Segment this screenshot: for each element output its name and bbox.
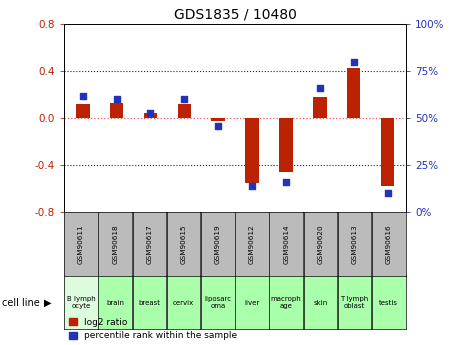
Bar xyxy=(313,97,326,118)
Point xyxy=(350,59,358,65)
Point xyxy=(384,190,391,196)
Bar xyxy=(144,114,157,118)
Text: GSM90617: GSM90617 xyxy=(146,224,152,264)
Bar xyxy=(245,118,259,183)
Bar xyxy=(211,118,225,120)
Text: liver: liver xyxy=(244,300,260,306)
Point xyxy=(147,110,154,115)
Point xyxy=(316,85,323,91)
Text: GSM90611: GSM90611 xyxy=(78,224,84,264)
Text: GSM90616: GSM90616 xyxy=(386,224,392,264)
Point xyxy=(214,123,222,128)
Text: GSM90614: GSM90614 xyxy=(283,224,289,264)
Text: GSM90613: GSM90613 xyxy=(352,224,358,264)
Text: cervix: cervix xyxy=(173,300,194,306)
Bar xyxy=(347,68,361,118)
Bar xyxy=(178,104,191,118)
Point xyxy=(113,97,120,102)
Point xyxy=(248,183,256,189)
Title: GDS1835 / 10480: GDS1835 / 10480 xyxy=(174,8,296,22)
Text: breast: breast xyxy=(138,300,161,306)
Bar xyxy=(110,103,124,118)
Bar xyxy=(76,104,89,118)
Text: GSM90618: GSM90618 xyxy=(112,224,118,264)
Text: GSM90612: GSM90612 xyxy=(249,224,255,264)
Text: GSM90620: GSM90620 xyxy=(317,224,323,264)
Text: ▶: ▶ xyxy=(44,298,52,308)
Bar xyxy=(381,118,394,186)
Point xyxy=(79,93,86,98)
Text: GSM90615: GSM90615 xyxy=(180,224,187,264)
Text: liposarc
oma: liposarc oma xyxy=(204,296,231,309)
Point xyxy=(180,97,188,102)
Text: testis: testis xyxy=(379,300,398,306)
Legend: log2 ratio, percentile rank within the sample: log2 ratio, percentile rank within the s… xyxy=(69,318,237,341)
Bar xyxy=(279,118,293,172)
Point xyxy=(282,179,290,185)
Text: B lymph
ocyte: B lymph ocyte xyxy=(66,296,95,309)
Text: macroph
age: macroph age xyxy=(271,296,302,309)
Text: T lymph
oblast: T lymph oblast xyxy=(341,296,369,309)
Text: brain: brain xyxy=(106,300,124,306)
Text: cell line: cell line xyxy=(2,298,40,308)
Text: GSM90619: GSM90619 xyxy=(215,224,221,264)
Text: skin: skin xyxy=(314,300,328,306)
